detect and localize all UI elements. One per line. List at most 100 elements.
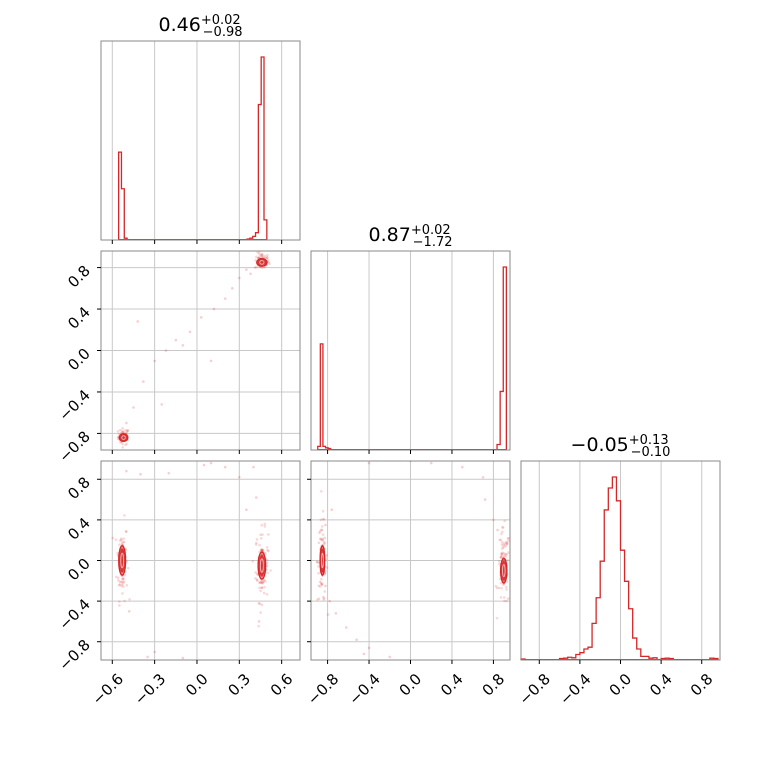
- sample-point: [267, 549, 270, 553]
- sample-point: [267, 261, 271, 264]
- sample-point: [260, 254, 263, 258]
- sample-point: [322, 596, 326, 600]
- sample-point: [263, 585, 266, 589]
- param-minus-error: −1.72: [413, 235, 453, 250]
- gridlines: [538, 461, 703, 660]
- sample-point: [118, 543, 121, 546]
- sample-point: [255, 572, 259, 576]
- sample-point: [505, 542, 508, 546]
- sample-point: [317, 565, 320, 568]
- sample-point: [323, 536, 327, 540]
- sample-point: [160, 403, 163, 406]
- sample-point: [499, 581, 503, 585]
- histogram-panel-0: [100, 40, 301, 241]
- sample-point: [265, 592, 269, 596]
- sample-point: [252, 465, 255, 469]
- param-median: −0.05: [571, 434, 629, 456]
- sample-point: [257, 252, 261, 255]
- sample-point: [260, 581, 264, 585]
- sample-point: [139, 472, 142, 476]
- sample-point: [122, 577, 125, 580]
- histogram-outline: [520, 476, 719, 660]
- sample-point: [263, 525, 267, 528]
- sample-point: [259, 580, 263, 583]
- sample-point: [260, 537, 263, 540]
- sample-point: [501, 525, 504, 529]
- sample-point: [321, 595, 325, 599]
- x-tick-label: 0.4: [437, 670, 467, 700]
- sample-point: [507, 551, 510, 554]
- x-tick-label: 0.0: [182, 670, 212, 700]
- density-core: [258, 554, 265, 577]
- sample-point: [121, 580, 124, 584]
- density-contour: [120, 552, 125, 569]
- sample-point: [249, 272, 252, 276]
- sample-point: [498, 562, 501, 566]
- sample-point: [128, 598, 131, 601]
- sample-point: [261, 548, 264, 552]
- sample-point: [261, 549, 265, 552]
- sample-point: [320, 583, 323, 586]
- sample-point: [120, 583, 124, 586]
- sample-point: [317, 597, 321, 601]
- sample-point: [260, 547, 264, 551]
- sample-point: [320, 528, 324, 532]
- gridlines: [327, 251, 494, 450]
- sample-point: [121, 541, 125, 544]
- sample-point: [125, 584, 129, 587]
- sample-point: [483, 498, 487, 501]
- sample-point: [254, 265, 258, 269]
- sample-point: [260, 266, 264, 269]
- sample-point: [254, 577, 257, 580]
- sample-point: [321, 533, 325, 536]
- y-tick-label: 0.4: [64, 303, 94, 333]
- sample-point: [316, 560, 319, 564]
- sample-point: [260, 253, 263, 256]
- sample-point: [495, 616, 499, 620]
- sample-point: [122, 582, 125, 585]
- sample-point: [118, 539, 122, 542]
- sample-point: [501, 547, 504, 550]
- sample-point: [118, 583, 121, 586]
- sample-point: [429, 461, 433, 465]
- sample-point: [120, 538, 123, 542]
- x-tick-label: 0.0: [606, 670, 636, 700]
- histogram-outline: [317, 266, 508, 450]
- density-contour: [501, 564, 506, 578]
- sample-point: [125, 469, 128, 473]
- sample-point: [505, 585, 508, 589]
- y-tick-label: 0.8: [64, 262, 94, 292]
- sample-point: [114, 538, 118, 541]
- sample-point: [504, 540, 508, 544]
- density-contour: [256, 257, 268, 267]
- sample-point: [255, 255, 258, 259]
- sample-point: [126, 566, 130, 570]
- sample-point: [317, 561, 321, 565]
- sample-point: [117, 583, 121, 587]
- sample-point: [122, 430, 125, 434]
- sample-point: [121, 577, 125, 581]
- sample-point: [256, 251, 259, 254]
- sample-point: [125, 431, 128, 435]
- x-tick-label: −0.4: [556, 670, 594, 708]
- sample-point: [266, 256, 269, 260]
- sample-point: [321, 537, 325, 541]
- sample-point: [258, 586, 261, 590]
- sample-point: [461, 465, 464, 469]
- sample-point: [318, 585, 322, 588]
- sample-point: [264, 580, 267, 583]
- sample-point: [318, 529, 322, 533]
- sample-point: [132, 406, 135, 409]
- sample-point: [505, 588, 508, 591]
- sample-point: [500, 552, 503, 555]
- sample-point: [322, 598, 325, 601]
- gridlines: [101, 251, 300, 450]
- sample-point: [259, 589, 262, 593]
- sample-point: [503, 554, 506, 557]
- sample-point: [124, 428, 127, 432]
- sample-point: [260, 254, 264, 257]
- sample-point: [122, 537, 126, 540]
- sample-point: [124, 443, 127, 447]
- sample-point: [256, 256, 260, 260]
- sample-point: [503, 599, 506, 603]
